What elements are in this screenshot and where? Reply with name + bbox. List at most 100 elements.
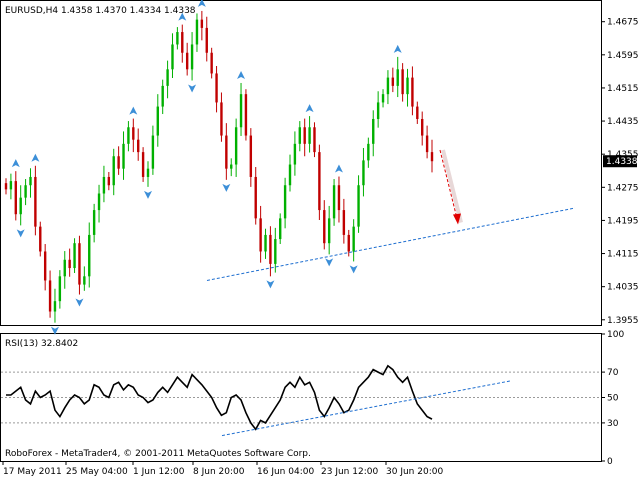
rsi-axis: 100 70 50 30 0: [601, 330, 624, 467]
candle-body: [264, 234, 267, 252]
candle-body: [92, 210, 96, 235]
candle-body: [205, 27, 208, 53]
candlestick-series: [4, 10, 434, 323]
candle-body: [97, 193, 101, 211]
candle-body: [416, 106, 419, 119]
candle-body: [151, 135, 155, 169]
fractal-up-marker: [197, 0, 206, 7]
candle-body: [48, 280, 52, 312]
rsi-trendline: [221, 380, 511, 437]
candle-body: [210, 52, 213, 74]
candle-body: [181, 32, 184, 53]
candle-body: [269, 234, 272, 264]
candle-body: [381, 94, 385, 103]
candle-body: [259, 218, 262, 252]
time-axis: 17 May 2011 25 May 04:00 1 Jun 12:00 8 Jun …: [2, 461, 443, 477]
price-tick-label: 1.4355: [607, 150, 639, 160]
rsi-tick-label: 0: [607, 457, 613, 467]
candle-body: [244, 94, 248, 136]
candle-body: [362, 160, 365, 186]
candle-body: [376, 102, 380, 119]
fractal-up-marker: [237, 70, 246, 79]
candle-body: [298, 127, 301, 144]
candle-body: [73, 243, 76, 269]
candle-body: [367, 143, 370, 161]
fractal-down-marker: [50, 326, 59, 335]
candle-body: [249, 135, 253, 177]
forecast-arrow: [439, 149, 463, 225]
candle-body: [141, 152, 145, 177]
price-tick-label: 1.4515: [607, 84, 639, 94]
candle-body: [347, 234, 350, 252]
fractal-down-marker: [16, 229, 25, 238]
rsi-tick-label: 30: [607, 419, 619, 429]
candle-body: [372, 118, 375, 144]
rsi-tick-label: 100: [607, 330, 624, 340]
candle-body: [39, 226, 42, 252]
time-tick-label: 30 Jun 20:00: [386, 467, 443, 477]
candle-body: [156, 106, 159, 136]
fractal-down-marker: [325, 258, 334, 267]
candle-body: [283, 185, 287, 219]
candle-body: [391, 77, 395, 86]
candle-body: [107, 176, 111, 186]
candle-body: [215, 73, 218, 103]
candle-body: [190, 44, 194, 70]
candle-body: [43, 251, 47, 281]
fractal-down-marker: [266, 280, 275, 289]
candle-body: [83, 276, 86, 285]
price-tick-label: 1.4275: [607, 183, 639, 193]
time-tick-label: 8 Jun 20:00: [193, 467, 245, 477]
candle-body: [279, 218, 282, 240]
time-tick-label: 16 Jun 04:00: [257, 467, 314, 477]
fractal-up-marker: [31, 153, 40, 162]
candle-body: [53, 301, 57, 312]
candle-body: [78, 243, 81, 285]
rsi-level-lines: [1, 371, 601, 424]
candle-body: [357, 185, 360, 227]
rsi-line: [6, 364, 433, 431]
candle-body: [146, 168, 150, 177]
candle-body: [122, 143, 125, 169]
candle-body: [425, 135, 429, 153]
candle-body: [171, 44, 174, 70]
candle-body: [406, 77, 409, 95]
fractal-down-marker: [188, 84, 197, 93]
time-tick-label: 23 Jun 12:00: [321, 467, 378, 477]
watermark: RoboForex - MetaTrader4, © 2001-2011 Met…: [5, 449, 311, 459]
candle-body: [112, 156, 115, 186]
price-axis: 1.4675 1.4595 1.4515 1.4435 1.4355 1.4275 1.41…: [601, 18, 639, 326]
candle-body: [303, 127, 306, 144]
candle-body: [200, 19, 204, 28]
fractal-down-marker: [349, 265, 358, 274]
candle-body: [430, 152, 434, 162]
candle-body: [127, 127, 130, 144]
rsi-header: RSI(13) 32.8402: [5, 339, 78, 349]
candle-body: [225, 135, 228, 169]
candle-body: [342, 210, 346, 235]
candle-body: [288, 164, 292, 186]
candle-body: [274, 239, 277, 264]
candle-body: [176, 32, 179, 45]
time-tick-label: 1 Jun 12:00: [133, 467, 185, 477]
fractal-up-marker: [334, 164, 343, 173]
symbol-header: EURUSD,H4 1.4358 1.4370 1.4334 1.4338: [5, 6, 196, 16]
price-tick-label: 1.3955: [607, 316, 639, 326]
candle-body: [117, 156, 120, 169]
candle-body: [220, 102, 223, 136]
candle-body: [323, 210, 326, 244]
candle-body: [63, 259, 66, 277]
fractal-up-marker: [11, 159, 20, 168]
price-support-trendline: [206, 207, 576, 281]
fractal-up-marker: [305, 104, 314, 113]
price-tick-label: 1.4675: [607, 18, 639, 28]
candle-body: [352, 226, 355, 252]
candle-body: [313, 127, 316, 153]
candle-body: [293, 143, 297, 165]
candle-body: [88, 234, 91, 277]
candle-body: [29, 176, 32, 186]
candle-body: [9, 181, 13, 190]
candle-body: [308, 127, 311, 144]
price-panel-frame: [0, 0, 602, 326]
